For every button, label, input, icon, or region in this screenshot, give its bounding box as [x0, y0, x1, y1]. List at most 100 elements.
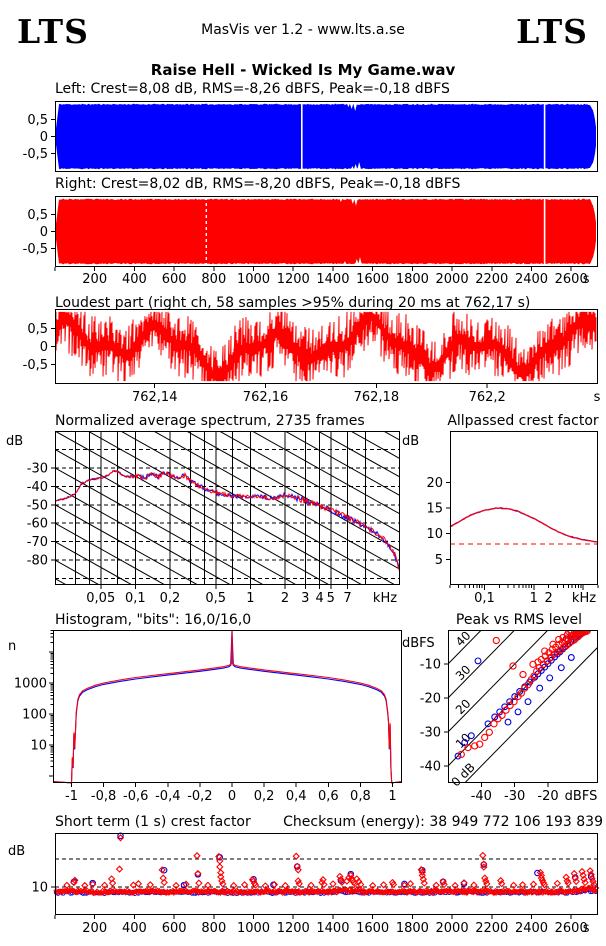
waveform-speckle: [460, 264, 462, 266]
tick-label: 0,5: [27, 322, 48, 337]
tick-label: -1: [65, 789, 78, 804]
tick-label: 1400: [316, 921, 349, 936]
tick-label: 0,5: [27, 113, 48, 128]
waveform-speckle: [330, 264, 332, 267]
waveform-speckle: [379, 264, 381, 266]
waveform-speckle: [461, 103, 463, 105]
scatter-point-right: [494, 715, 502, 723]
waveform-speckle: [379, 169, 381, 171]
scatter-point-right: [559, 633, 567, 642]
waveform-speckle: [335, 264, 337, 266]
waveform-speckle: [124, 170, 126, 172]
scatter-point-left: [467, 732, 475, 740]
tick-label: 0,2: [160, 591, 181, 606]
axis-unit: s: [583, 921, 590, 936]
scatter-point-right: [519, 670, 527, 679]
short-term-title: Short term (1 s) crest factor: [55, 814, 251, 830]
scatter-point-left: [511, 693, 519, 701]
tick-label: -0,8: [91, 789, 116, 804]
waveform-speckle: [215, 264, 217, 266]
waveform-speckle: [122, 170, 124, 172]
tick-label: 2: [281, 591, 289, 606]
waveform-speckle: [578, 102, 580, 104]
crest-spike-left: [160, 866, 168, 874]
waveform-speckle: [297, 265, 299, 267]
waveform-speckle: [556, 264, 557, 267]
waveform-speckle: [363, 102, 365, 104]
diagonal-line: [55, 449, 298, 585]
tick-label: 15: [426, 502, 443, 517]
tick-label: 1200: [277, 921, 310, 936]
scatter-point-left: [514, 708, 522, 716]
waveform-speckle: [197, 198, 199, 200]
scatter-point-left: [524, 698, 532, 706]
tick-label: -0,5: [23, 358, 48, 373]
tick-label: 2400: [515, 272, 548, 287]
waveform-speckle: [587, 265, 589, 267]
axes-box: [448, 630, 598, 783]
waveform-speckle: [138, 196, 140, 198]
logo-right: LTS: [516, 12, 588, 51]
scatter-point-left: [536, 684, 544, 692]
waveform-speckle: [276, 169, 278, 171]
waveform-speckle: [225, 197, 227, 199]
allpass-curve-right: [449, 507, 599, 544]
axes-box: [53, 630, 402, 783]
diagonal-line: [316, 431, 400, 478]
tick-label: 0,5: [205, 591, 226, 606]
diagonal-line: [55, 541, 134, 585]
tick-label: 2: [545, 591, 553, 606]
waveform-notch: [338, 197, 344, 202]
scatter-point-right: [565, 630, 573, 636]
waveform-speckle: [396, 169, 398, 171]
tick-label: 2400: [515, 921, 548, 936]
tick-label: -40: [471, 789, 492, 804]
scatter-point-right: [567, 630, 575, 637]
waveform-speckle: [507, 170, 509, 172]
waveform-gap: [543, 197, 546, 266]
crest-spike-left: [587, 873, 595, 880]
tick-label: 2000: [436, 921, 469, 936]
scatter-point-right: [549, 640, 557, 648]
tick-label: -0,5: [23, 242, 48, 257]
scatter-point-right: [492, 636, 500, 645]
waveform-speckle: [77, 169, 79, 171]
tick-label: 1600: [356, 272, 389, 287]
tick-label: 5: [327, 591, 335, 606]
tick-label: -40: [420, 760, 441, 775]
diagonal-line: [283, 431, 400, 496]
scatter-point-right: [490, 720, 498, 728]
histogram-title: Histogram, "bits": 16,0/16,0: [55, 612, 252, 628]
waveform-speckle: [218, 197, 220, 200]
scatter-point-left: [504, 718, 512, 726]
tick-label: -50: [27, 498, 48, 513]
scatter-point-right: [506, 701, 514, 710]
isoline-label: 30: [453, 662, 474, 683]
waveform-speckle: [123, 265, 125, 267]
scatter-point-left: [474, 657, 482, 665]
isoline-label: 20: [453, 696, 474, 717]
diagonal-line: [55, 522, 167, 585]
waveform-speckle: [381, 102, 383, 104]
waveform-notch: [346, 102, 351, 107]
tick-label: 0,2: [254, 789, 275, 804]
axes-box: [55, 431, 400, 585]
waveform-speckle: [67, 169, 69, 171]
crest-spike-left: [534, 869, 541, 877]
waveform-speckle: [269, 264, 271, 267]
diagonal-grid: [55, 431, 400, 585]
waveform-speckle: [186, 264, 188, 267]
waveform-speckle: [330, 168, 332, 170]
tick-label: 600: [162, 272, 187, 287]
tick-label: 1000: [14, 677, 47, 692]
tick-label: 0: [228, 789, 236, 804]
tick-label: 3: [301, 591, 309, 606]
logo-left: LTS: [17, 12, 89, 51]
tick-label: 0: [40, 225, 48, 240]
tick-label: -0,4: [155, 789, 180, 804]
scatter-point-right: [476, 740, 484, 748]
waveform-speckle: [575, 169, 577, 171]
waveform-speckle: [458, 169, 460, 171]
waveform-speckle: [286, 168, 288, 171]
